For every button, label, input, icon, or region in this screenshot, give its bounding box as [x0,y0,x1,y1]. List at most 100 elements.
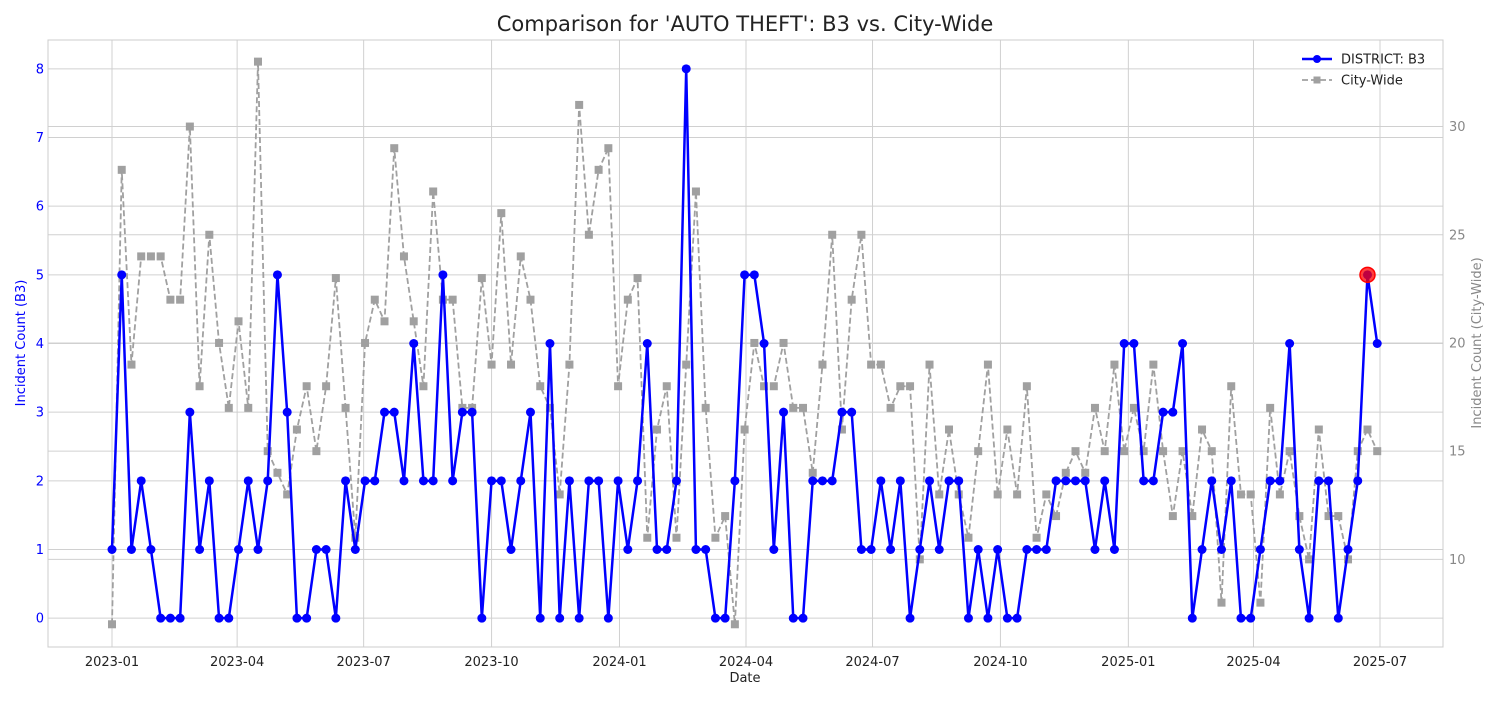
city-wide-point [166,295,175,304]
city-wide-point [1139,447,1148,456]
district-b3-point [350,544,360,554]
district-b3-point [331,613,341,623]
city-wide-point [584,230,593,239]
city-wide-point [1236,490,1245,499]
city-wide-point [205,230,214,239]
city-wide-point [1178,447,1187,456]
city-wide-point [1022,382,1031,391]
district-b3-point [360,476,370,486]
city-wide-point [351,533,360,542]
city-wide-point [409,317,418,326]
district-b3-point [1207,476,1217,486]
city-wide-point [779,338,788,347]
district-b3-point [925,476,935,486]
district-b3-point [1051,476,1061,486]
legend: DISTRICT: B3 City-Wide [1302,53,1425,89]
district-b3-point [1187,613,1197,623]
district-b3-point [263,476,273,486]
district-b3-point [253,544,263,554]
city-wide-point [915,555,924,564]
district-b3-point [496,476,506,486]
district-b3-point [856,544,866,554]
city-wide-point [215,338,224,347]
district-b3-point [156,613,166,623]
city-wide-point [1100,447,1109,456]
district-b3-point [1178,339,1188,348]
city-wide-point [1314,425,1323,434]
x-tick-label: 2025-04 [1226,655,1280,670]
city-wide-point [633,274,642,283]
city-wide-point [1032,533,1041,542]
city-wide-point [1266,403,1275,412]
district-b3-point [564,476,574,486]
city-wide-point [691,187,700,196]
district-b3-point [1012,613,1022,623]
city-wide-point [808,468,817,477]
district-b3-point [701,544,711,554]
city-wide-point [1246,490,1255,499]
district-b3-point [681,64,691,74]
city-wide-point [750,338,759,347]
city-wide-point [1373,447,1382,456]
district-b3-point [380,407,390,417]
city-wide-point [429,187,438,196]
city-wide-point [497,209,506,218]
city-wide-point [847,295,856,304]
city-wide-point [983,360,992,369]
city-wide-point [195,382,204,391]
district-b3-point [409,339,419,348]
district-b3-point [370,476,380,486]
district-b3-point [1071,476,1081,486]
legend-label-city-wide: City-Wide [1341,74,1403,89]
city-wide-point [1217,598,1226,607]
district-b3-point [506,544,516,554]
district-b3-point [292,613,302,623]
city-wide-point [1353,447,1362,456]
city-wide-point [614,382,623,391]
city-wide-point [672,533,681,542]
city-wide-point [1363,425,1372,434]
city-wide-point [1129,403,1138,412]
district-b3-point [1255,544,1265,554]
y-right-tick-label: 20 [1449,336,1466,351]
district-b3-point [1217,544,1226,554]
district-b3-point [1109,544,1119,554]
x-tick-label: 2023-10 [464,655,518,670]
city-wide-point [1149,360,1158,369]
city-wide-point [575,100,584,109]
x-tick-label: 2024-04 [719,655,773,670]
city-wide-point [399,252,408,261]
district-b3-point [740,270,750,280]
district-b3-point [341,476,351,486]
y-right-tick-label: 15 [1449,445,1466,460]
district-b3-point [847,407,857,417]
district-b3-point [613,476,623,486]
district-b3-point [1236,613,1246,623]
city-wide-point [1052,512,1061,521]
city-wide-point [117,165,126,174]
city-wide-point [477,274,486,283]
city-wide-point [594,165,603,174]
district-b3-point [321,544,331,554]
district-b3-point [642,339,652,348]
city-wide-point [1324,512,1333,521]
city-wide-point [176,295,185,304]
city-wide-point [760,382,769,391]
y-left-tick-label: 1 [36,543,44,558]
district-b3-point [185,407,195,417]
x-tick-label: 2024-10 [973,655,1027,670]
x-tick-label: 2024-07 [845,655,899,670]
city-wide-point [1120,447,1129,456]
city-wide-point [964,533,973,542]
district-b3-point [759,339,769,348]
district-b3-point [973,544,983,554]
city-wide-point [507,360,516,369]
district-b3-point [1197,544,1207,554]
city-wide-point [545,403,554,412]
city-wide-point [1334,512,1343,521]
district-b3-point [886,544,896,554]
plot-frame [47,39,1444,648]
district-b3-point [817,476,827,486]
y-axis-left-label: Incident Count (B3) [14,280,29,407]
city-wide-point [1285,447,1294,456]
